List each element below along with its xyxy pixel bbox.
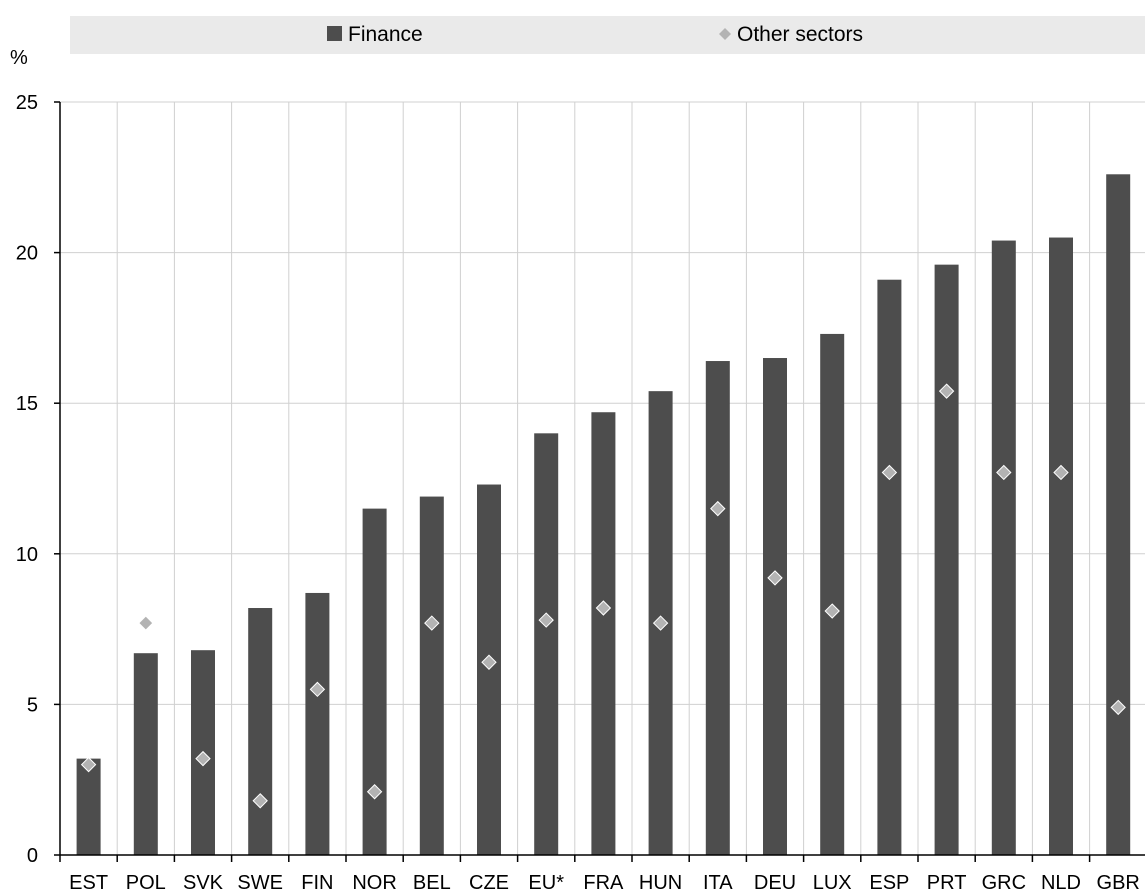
y-tick-label: 20: [16, 243, 38, 265]
x-tick-label: FIN: [301, 872, 333, 893]
bar-finance-prt: [934, 264, 959, 855]
x-tick-label: FRA: [583, 872, 624, 893]
bar-finance-est: [76, 758, 101, 855]
legend-other-sectors-marker: [719, 28, 731, 40]
x-tick-label: ESP: [869, 872, 909, 893]
marker-other-cze: [481, 654, 497, 670]
bar-finance-esp: [877, 279, 902, 855]
bar-finance-swe: [248, 608, 273, 855]
marker-other-pol: [138, 615, 154, 631]
y-axis-unit-label: %: [10, 47, 28, 69]
x-tick-label: LUX: [813, 872, 852, 893]
y-tick-label: 25: [16, 92, 38, 114]
x-tick-label: EU*: [528, 872, 564, 893]
marker-other-est: [80, 756, 97, 773]
other-sectors-markers: [80, 383, 1126, 809]
x-tick-label: GRC: [982, 872, 1026, 893]
bar-finance-nld: [1049, 237, 1073, 856]
legend: Finance Other sectors: [327, 23, 863, 46]
marker-other-nld: [1053, 464, 1069, 481]
x-tick-label: BEL: [413, 872, 451, 893]
x-tick-label: GBR: [1097, 872, 1140, 893]
bar-finance-lux: [820, 333, 845, 855]
bar-finance-nor: [362, 508, 387, 855]
marker-other-eu-star: [538, 612, 554, 628]
x-tick-label: NOR: [352, 872, 396, 893]
x-tick-label: SVK: [183, 872, 224, 893]
y-tick-label: 15: [16, 393, 38, 415]
x-axis-ticks: EST POL SVK SWE FIN NOR BEL CZE EU* FRA HUN ITA DEU L…: [69, 872, 1140, 893]
marker-other-fin: [309, 681, 326, 698]
marker-other-bel: [424, 615, 440, 631]
x-tick-label: ITA: [703, 872, 733, 893]
x-tick-label: SWE: [237, 872, 283, 893]
y-tick-label: 0: [27, 845, 38, 867]
x-tick-label: PRT: [927, 872, 967, 893]
x-tick-label: NLD: [1041, 872, 1081, 893]
legend-finance-label: Finance: [348, 23, 423, 46]
x-tick-label: POL: [126, 872, 166, 893]
axes: [54, 101, 1145, 862]
legend-background: [70, 16, 1145, 54]
gridlines: [60, 101, 1145, 855]
marker-other-ita: [710, 500, 726, 517]
marker-other-hun: [652, 615, 669, 631]
bar-finance-fra: [591, 412, 616, 855]
bar-finance-bel: [419, 496, 444, 855]
x-tick-label: EST: [69, 872, 108, 893]
finance-bars: [76, 174, 1131, 856]
marker-other-swe: [252, 793, 268, 809]
marker-other-grc: [996, 464, 1012, 481]
marker-other-esp: [881, 464, 898, 481]
bar-finance-deu: [763, 358, 787, 855]
marker-other-deu: [767, 570, 783, 586]
bar-finance-eu-star: [534, 433, 559, 855]
marker-other-gbr: [1110, 699, 1126, 716]
marker-other-lux: [824, 603, 840, 619]
bar-finance-gbr: [1106, 174, 1131, 856]
bar-finance-grc: [991, 240, 1016, 855]
marker-other-nor: [366, 784, 383, 800]
bar-finance-pol: [133, 653, 158, 855]
legend-finance-swatch: [327, 26, 342, 41]
x-tick-label: HUN: [639, 872, 682, 893]
legend-other-sectors-label: Other sectors: [737, 23, 863, 46]
y-axis-ticks: 0 5 10 15 20 25: [16, 92, 38, 867]
marker-other-svk: [195, 750, 211, 767]
bar-finance-fin: [305, 592, 330, 855]
x-tick-label: DEU: [754, 872, 796, 893]
y-tick-label: 5: [27, 694, 38, 716]
marker-other-fra: [595, 600, 612, 616]
y-tick-label: 10: [16, 544, 38, 566]
x-tick-label: CZE: [469, 872, 509, 893]
marker-other-prt: [938, 383, 955, 399]
bar-finance-ita: [705, 361, 730, 855]
